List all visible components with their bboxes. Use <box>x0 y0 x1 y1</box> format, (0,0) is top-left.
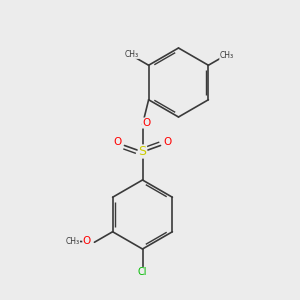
Text: O: O <box>163 136 172 147</box>
Text: O: O <box>83 236 91 246</box>
Text: CH₃: CH₃ <box>65 237 80 246</box>
Text: O: O <box>142 118 150 128</box>
Text: CH₃: CH₃ <box>220 51 234 60</box>
Text: Cl: Cl <box>138 267 147 278</box>
Text: O: O <box>113 136 122 147</box>
Text: CH₃: CH₃ <box>125 50 139 58</box>
Text: S: S <box>139 145 146 158</box>
